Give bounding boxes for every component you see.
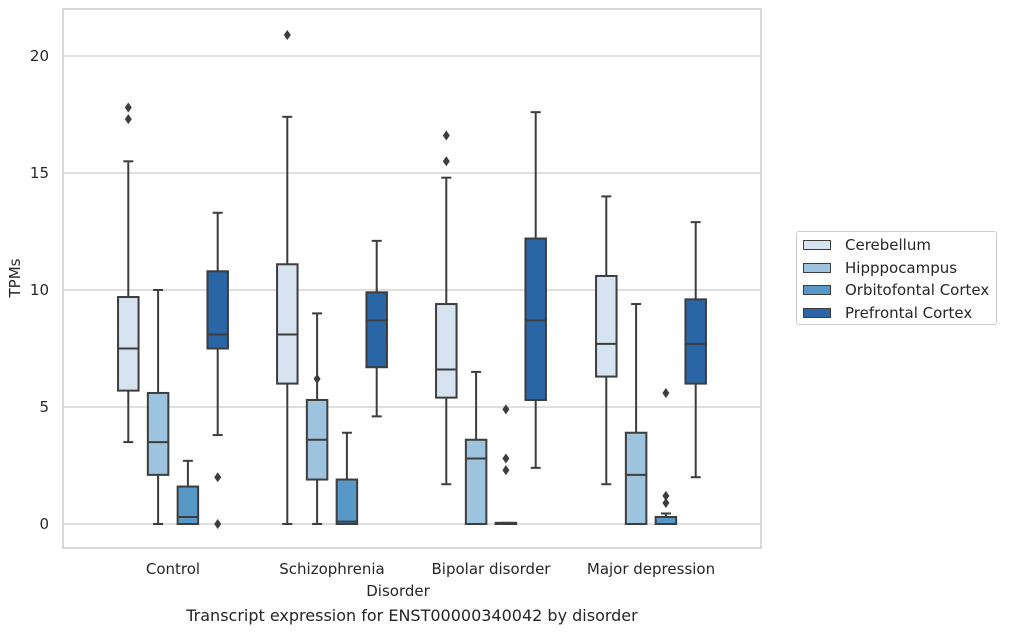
legend-swatch	[803, 285, 831, 295]
outlier-point	[662, 490, 670, 501]
outlier-point	[214, 519, 222, 529]
box-2-1	[335, 431, 359, 526]
outlier-point	[283, 29, 291, 40]
box-1-1	[305, 312, 329, 525]
iqr-box	[176, 485, 200, 525]
box-3-1	[365, 239, 388, 418]
iqr-box	[335, 478, 359, 526]
iqr-box	[654, 515, 678, 525]
iqr-box	[684, 298, 707, 385]
y-tick-label: 0	[39, 515, 49, 533]
legend-item: Prefrontal Cortex	[803, 303, 972, 323]
box-0-2	[435, 130, 458, 486]
figure-caption: Transcript expression for ENST0000034004…	[186, 606, 638, 625]
x-tick-label: Bipolar disorder	[432, 560, 552, 578]
y-axis-label: TPMs	[6, 258, 24, 298]
box-1-2	[464, 370, 488, 526]
legend-item: Cerebellum	[803, 235, 931, 255]
outlier-point	[124, 102, 132, 113]
outlier-point	[502, 465, 510, 476]
box-0-3	[595, 195, 618, 486]
outlier-point	[313, 373, 321, 384]
box-2-0	[176, 459, 200, 525]
iqr-box	[624, 431, 648, 525]
x-tick-label: Major depression	[587, 560, 715, 578]
box-2-2	[494, 404, 518, 526]
legend-swatch	[803, 307, 831, 318]
legend-label: Cerebellum	[845, 236, 931, 254]
box-1-3	[624, 303, 648, 525]
y-tick-label: 15	[30, 164, 49, 182]
iqr-box	[276, 263, 299, 385]
legend-label: Hipppocampus	[845, 258, 958, 277]
x-tick-label: Control	[146, 560, 200, 578]
legend-label: Orbitofontal Cortex	[845, 281, 990, 299]
legend-item: Hipppocampus	[803, 258, 957, 278]
box-0-0	[117, 102, 140, 444]
outlier-point	[502, 453, 510, 464]
legend-item: Orbitofontal Cortex	[803, 280, 989, 300]
iqr-box	[365, 291, 388, 369]
y-tick-label: 10	[30, 281, 49, 299]
iqr-box	[435, 303, 458, 399]
box-3-3	[684, 221, 707, 479]
iqr-box	[464, 438, 488, 526]
box-3-0	[206, 211, 229, 529]
outlier-point	[124, 114, 132, 125]
outlier-point	[662, 387, 670, 398]
tick-labels-group: 0 5 10 15 20 Control Schizophrenia Bipolar diso…	[30, 47, 715, 578]
box-2-3	[654, 387, 678, 525]
boxes-group	[117, 29, 707, 529]
iqr-box	[117, 296, 140, 392]
iqr-box	[206, 270, 229, 350]
y-tick-label: 5	[39, 398, 49, 416]
outlier-point	[442, 130, 450, 141]
outlier-point	[214, 472, 222, 483]
outlier-point	[662, 497, 670, 508]
x-tick-label: Schizophrenia	[279, 560, 384, 578]
y-tick-label: 20	[30, 47, 49, 65]
iqr-box	[146, 391, 170, 476]
iqr-box	[524, 237, 547, 401]
legend-swatch	[803, 262, 831, 273]
iqr-box	[595, 274, 618, 378]
legend: Cerebellum Hipppocampus Orbitofontal Corte…	[796, 231, 997, 325]
box-3-2	[524, 111, 547, 469]
box-0-1	[276, 29, 299, 525]
outlier-point	[502, 404, 510, 415]
plot-area-frame	[62, 8, 762, 549]
outlier-point	[442, 156, 450, 167]
x-axis-label: Disorder	[366, 582, 430, 600]
legend-swatch	[803, 240, 831, 250]
box-1-0	[146, 289, 170, 525]
legend-label: Prefrontal Cortex	[845, 303, 973, 322]
